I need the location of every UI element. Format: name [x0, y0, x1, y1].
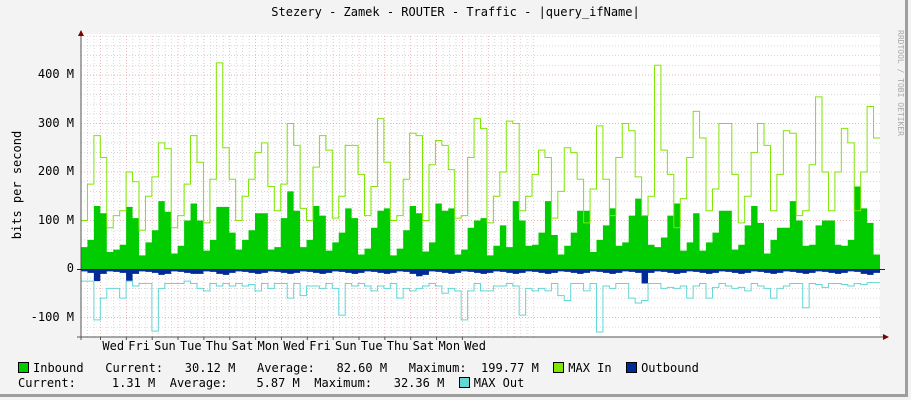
x-tick-label: Sat: [231, 339, 254, 353]
rrdtool-watermark: RRDTOOL / TOBI OETIKER: [896, 30, 905, 136]
chart-title: Stezery - Zamek - ROUTER - Traffic - |qu…: [271, 5, 640, 19]
outbound-swatch-icon: [626, 362, 638, 373]
x-tick-label: Tue: [179, 339, 202, 353]
outbound-current-value: 1.31 M: [111, 376, 156, 390]
x-tick-label: Mon: [257, 339, 280, 353]
x-tick-label: Sun: [335, 339, 357, 353]
inbound-maximum-value: 199.77 M: [481, 361, 539, 375]
x-tick-label: Fri: [309, 339, 331, 353]
inbound-current-label: Current:: [105, 361, 164, 375]
y-tick-label: 300 M: [37, 115, 74, 130]
outbound-average-value: 5.87 M: [256, 376, 300, 390]
x-tick-label: Thu: [205, 339, 228, 353]
outbound-maximum-label: Maximum:: [314, 376, 373, 390]
outbound-label: Outbound: [641, 361, 699, 375]
x-tick-label: Wed: [102, 339, 125, 353]
y-tick-label: 0: [66, 261, 74, 275]
inbound-label: Inbound: [33, 361, 84, 375]
inbound-maximum-label: Maximum:: [408, 361, 467, 375]
x-tick-label: Wed: [283, 339, 306, 353]
x-tick-label: Sun: [154, 339, 176, 353]
y-tick-label: 200 M: [37, 164, 74, 178]
inbound-swatch-icon: [18, 362, 29, 373]
max-out-label: MAX Out: [473, 376, 525, 390]
inbound-current-value: 30.12 M: [184, 361, 236, 375]
legend-row-2: Current: 1.31 M Average: 5.87 M Maximum:…: [18, 376, 524, 390]
max-in-swatch-icon: [553, 362, 565, 373]
x-tick-label: Fri: [128, 339, 150, 353]
outbound-average-label: Average:: [169, 376, 228, 390]
y-tick-label: 100 M: [37, 212, 74, 227]
x-tick-label: Tue: [360, 339, 383, 353]
y-tick-label: 400 M: [37, 67, 74, 81]
legend-row-1: Inbound Current: 30.12 M Average: 82.60 …: [18, 361, 699, 375]
x-tick-label: Wed: [464, 339, 486, 353]
outbound-maximum-value: 32.36 M: [393, 376, 445, 390]
x-tick-label: Sat: [412, 339, 435, 353]
x-tick-label: Mon: [438, 339, 461, 353]
y-tick-label: -100 M: [30, 309, 74, 324]
inbound-average-value: 82.60 M: [336, 361, 388, 375]
inbound-average-label: Average:: [257, 361, 315, 375]
x-tick-label: Thu: [386, 339, 409, 353]
outbound-current-label: Current:: [18, 376, 76, 390]
max-out-swatch-icon: [458, 377, 470, 388]
max-in-label: MAX In: [568, 361, 612, 375]
